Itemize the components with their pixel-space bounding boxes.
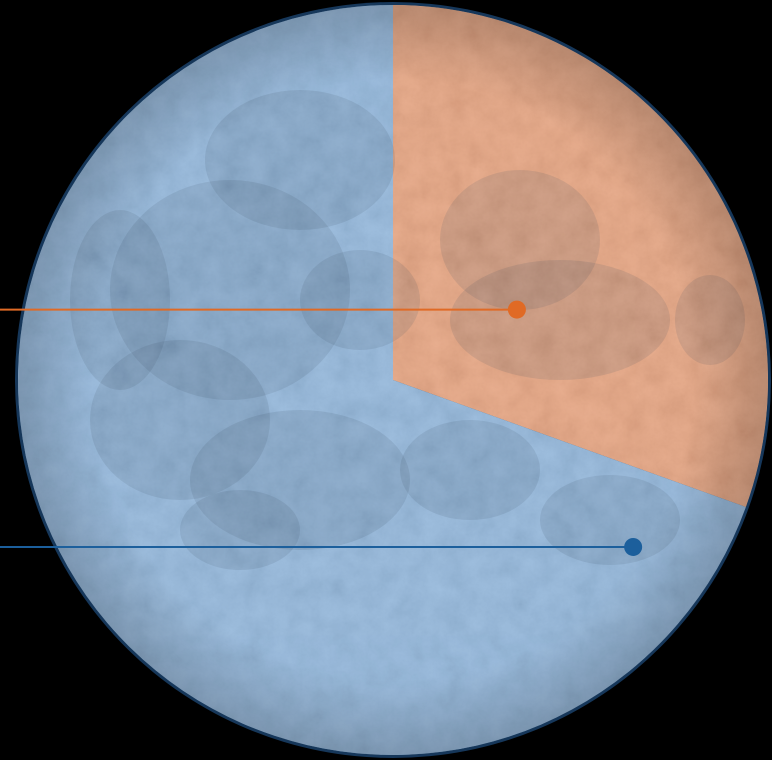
slice-marker-2 xyxy=(624,537,643,556)
slice-marker-1 xyxy=(507,300,526,319)
slice-markers xyxy=(0,300,643,556)
